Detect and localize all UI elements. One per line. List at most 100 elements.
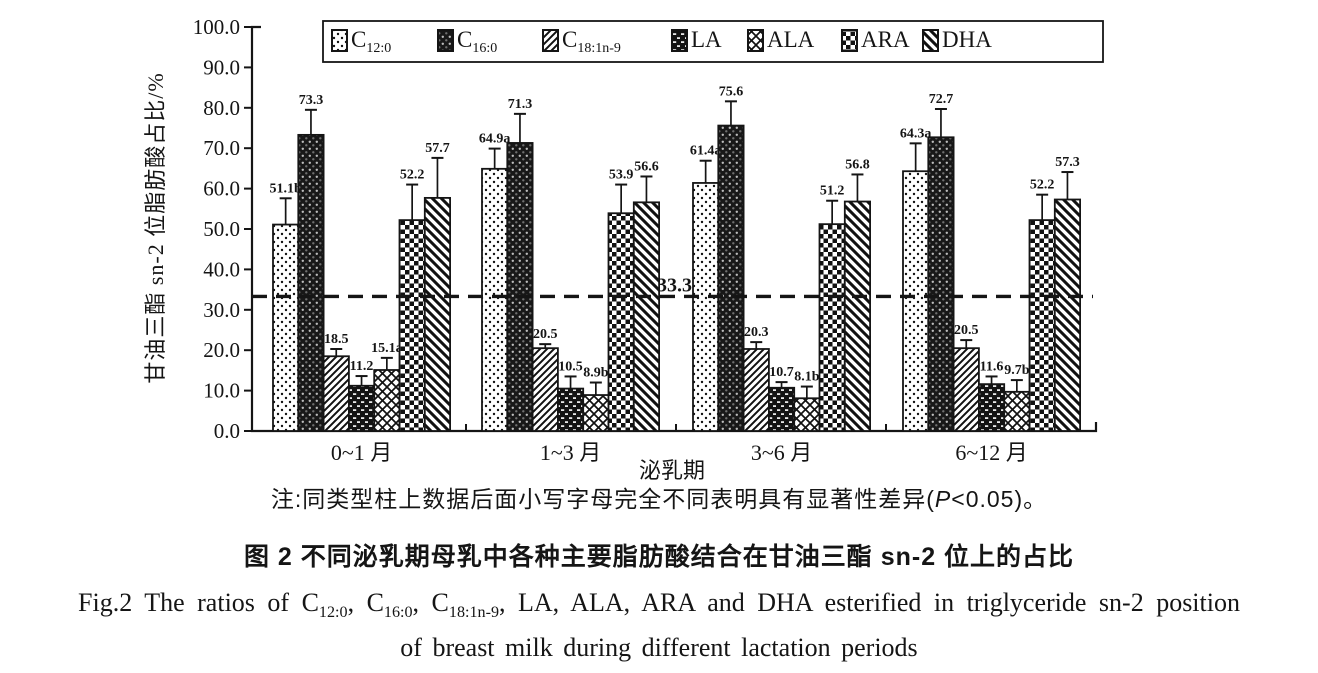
y-tick-label: 50.0: [203, 217, 240, 241]
bar-DHA: [843, 200, 871, 432]
legend-swatch-icon: [922, 29, 939, 52]
bar-value-label: 57.3: [1055, 155, 1080, 170]
caption-en-line2: of breast milk during different lactatio…: [400, 633, 918, 662]
y-tick-label: 10.0: [203, 379, 240, 403]
legend-label: ALA: [767, 27, 815, 52]
x-category-label: 1~3 月: [540, 440, 601, 465]
legend-label: C12:0: [351, 27, 391, 56]
legend-item-LA: LA: [671, 27, 722, 52]
legend-swatch-icon: [841, 29, 858, 52]
bar-DHA: [423, 196, 451, 432]
legend-swatch-icon: [542, 29, 559, 52]
bar-C16:0: [506, 142, 534, 432]
bar-C12:0: [902, 170, 930, 432]
bar-LA: [978, 383, 1006, 432]
bar-chart: 0.0 10.0 20.0 30.0 40.0 50.0 60.0 70.0 80.0 90.0 1…: [143, 15, 1104, 483]
caption-en-line1: Fig.2 The ratios of C12:0, C16:0, C18:1n…: [78, 588, 1240, 622]
bar-value-label: 57.7: [425, 141, 450, 156]
bar-value-label: 72.7: [929, 92, 954, 107]
bar-value-label: 64.9a: [479, 132, 511, 147]
bar-value-label: 8.9b: [583, 366, 609, 381]
bar-value-label: 51.2: [820, 184, 845, 199]
bar-C18:1n-9: [742, 348, 770, 432]
legend-item-ARA: ARA: [841, 27, 910, 52]
legend-swatch-icon: [331, 29, 348, 52]
bar-C16:0: [717, 124, 745, 432]
y-tick-label: 40.0: [203, 257, 240, 281]
legend-label: C18:1n-9: [562, 27, 621, 56]
x-category-label: 6~12 月: [955, 440, 1027, 465]
bar-value-label: 9.7b: [1004, 363, 1030, 378]
legend-label: ARA: [861, 27, 910, 52]
bar-value-label: 15.1a: [371, 341, 403, 356]
legend-swatch-icon: [437, 29, 454, 52]
bar-ARA: [398, 219, 426, 432]
legend-item-C16:0: C16:0: [437, 27, 497, 56]
y-tick-label: 30.0: [203, 298, 240, 322]
bar-value-label: 61.4a: [690, 144, 722, 159]
bar-value-label: 73.3: [299, 93, 324, 108]
legend-label: DHA: [942, 27, 992, 52]
bar-ALA: [793, 397, 821, 432]
legend-label: LA: [691, 27, 722, 52]
y-tick-label: 70.0: [203, 136, 240, 160]
bar-value-label: 10.5: [558, 359, 583, 374]
bar-value-label: 52.2: [1030, 178, 1055, 193]
bar-LA: [557, 387, 585, 432]
legend-item-C18:1n-9: C18:1n-9: [542, 27, 621, 56]
figure-note: 注:同类型柱上数据后面小写字母完全不同表明具有显著性差异(P<0.05)。: [270, 486, 1048, 512]
bar-value-label: 20.5: [954, 323, 979, 338]
bar-C18:1n-9: [952, 347, 980, 432]
bar-C18:1n-9: [322, 355, 350, 432]
bar-ARA: [1028, 219, 1056, 432]
y-tick-label: 20.0: [203, 338, 240, 362]
bar-DHA: [632, 201, 660, 432]
reference-line-label: 33.3: [657, 274, 692, 296]
y-tick-label: 90.0: [203, 55, 240, 79]
legend-item-DHA: DHA: [922, 27, 992, 52]
bar-value-label: 10.7: [769, 365, 794, 380]
bar-ALA: [373, 369, 401, 432]
bar-value-label: 52.2: [400, 168, 425, 183]
y-tick-label: 0.0: [214, 419, 240, 443]
legend-label: C16:0: [457, 27, 497, 56]
y-tick-label: 100.0: [193, 15, 240, 39]
bar-ARA: [818, 223, 846, 432]
bar-C12:0: [481, 167, 509, 432]
bar-C16:0: [297, 133, 325, 432]
bar-value-label: 53.9: [609, 168, 634, 183]
bar-C18:1n-9: [531, 347, 559, 432]
bar-value-label: 8.1b: [794, 370, 820, 385]
bar-C12:0: [692, 182, 720, 432]
legend-swatch-icon: [747, 29, 764, 52]
y-axis-title: 甘油三酯 sn-2 位脂肪酸占比/%: [143, 72, 168, 383]
caption-cn: 图 2 不同泌乳期母乳中各种主要脂肪酸结合在甘油三酯 sn-2 位上的占比: [243, 543, 1075, 571]
bar-ALA: [1003, 390, 1031, 432]
bar-value-label: 11.6: [980, 359, 1004, 374]
x-axis-title: 泌乳期: [639, 458, 705, 483]
y-tick-label: 60.0: [203, 177, 240, 201]
bar-value-label: 20.5: [533, 327, 558, 342]
bar-LA: [768, 386, 796, 432]
bar-ALA: [582, 394, 610, 432]
bar-C12:0: [272, 223, 300, 432]
x-category-label: 0~1 月: [331, 440, 392, 465]
bar-C16:0: [927, 136, 955, 432]
bar-value-label: 20.3: [744, 325, 769, 340]
legend-item-ALA: ALA: [747, 27, 815, 52]
bar-value-label: 51.1b: [270, 181, 303, 196]
legend-item-C12:0: C12:0: [331, 27, 391, 56]
bar-value-label: 71.3: [508, 97, 533, 112]
bar-LA: [347, 384, 376, 432]
legend-swatch-icon: [671, 29, 688, 52]
bar-DHA: [1053, 198, 1082, 432]
bar-value-label: 64.3a: [900, 126, 932, 141]
bar-ARA: [607, 212, 635, 432]
bar-value-label: 56.8: [845, 157, 870, 172]
bar-value-label: 56.6: [634, 159, 659, 174]
y-tick-label: 80.0: [203, 96, 240, 120]
bar-value-label: 18.5: [324, 332, 349, 347]
bar-value-label: 75.6: [719, 84, 744, 99]
bar-value-label: 11.2: [350, 359, 374, 374]
